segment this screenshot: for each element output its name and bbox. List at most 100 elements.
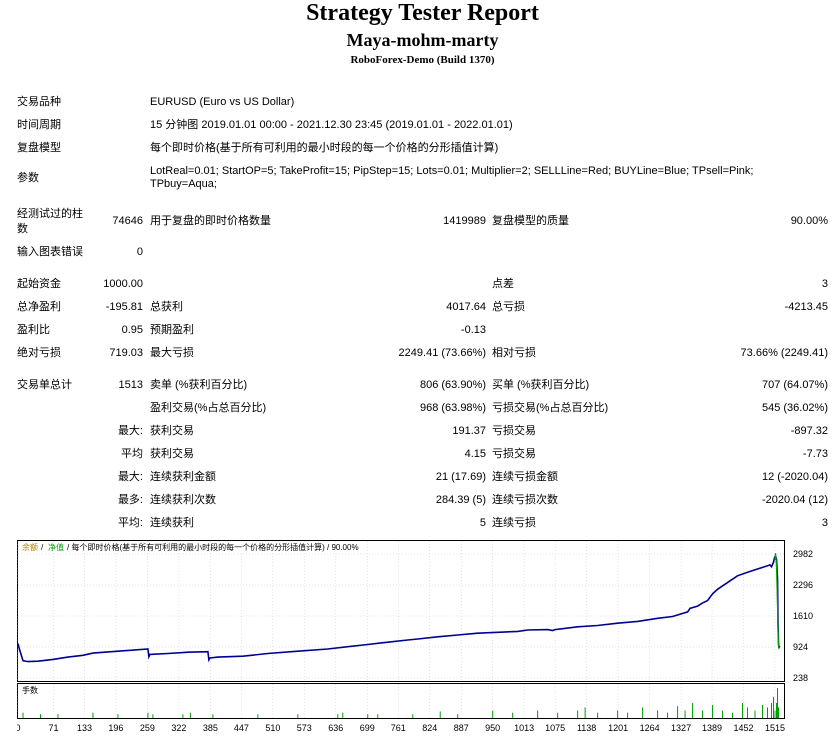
average-label: 平均 <box>121 448 143 460</box>
legend-description: / 每个即时价格(基于所有可利用的最小时段的每一个价格的分形插值计算) / 90… <box>67 542 359 552</box>
long-positions-value: 707 (64.07%) <box>761 379 828 391</box>
average-profit-label: 获利交易 <box>150 448 194 460</box>
model-label: 复盘模型 <box>17 142 61 154</box>
avg-label: 平均: <box>117 517 143 529</box>
largest-loss-value: -897.32 <box>790 425 828 437</box>
y-tick-label: 924 <box>793 642 808 652</box>
bars-label-2: 数 <box>17 223 28 235</box>
balance-chart-svg: 余额 / 净值 / 每个即时价格(基于所有可利用的最小时段的每一个价格的分形插值… <box>15 540 813 733</box>
loss-trades-value: 545 (36.02%) <box>761 402 828 414</box>
x-tick-label: 259 <box>140 723 155 733</box>
x-tick-label: 1515 <box>765 723 785 733</box>
x-tick-label: 950 <box>485 723 500 733</box>
quality-value: 90.00% <box>790 215 828 227</box>
balance-line <box>17 553 781 663</box>
x-tick-label: 1327 <box>671 723 691 733</box>
avg-consec-wins-label: 连续获利 <box>150 517 194 529</box>
gross-profit-label: 总获利 <box>150 301 183 313</box>
rel-drawdown-value: 73.66% (2249.41) <box>740 347 828 359</box>
abs-drawdown-value: 719.03 <box>109 347 143 359</box>
max-consec-losses-value: 12 (-2020.04) <box>761 471 828 483</box>
expert-name: Maya-mohm-marty <box>346 30 499 50</box>
x-tick-label: 71 <box>48 723 58 733</box>
net-profit-label: 总净盈利 <box>17 301 61 313</box>
x-tick-label: 1013 <box>514 723 534 733</box>
largest-profit-value: 191.37 <box>452 425 486 437</box>
bars-value: 74646 <box>112 215 143 227</box>
equity-line <box>774 553 781 650</box>
balance-chart: 余额 / 净值 / 每个即时价格(基于所有可利用的最小时段的每一个价格的分形插值… <box>15 540 827 736</box>
bars-label-1: 经测试过的柱 <box>17 208 83 220</box>
volume-plot-frame <box>17 683 785 719</box>
x-tick-label: 510 <box>265 723 280 733</box>
x-tick-label: 196 <box>108 723 123 733</box>
params-line-1: LotReal=0.01; StartOP=5; TakeProfit=15; … <box>150 165 754 177</box>
y-tick-labels: 2982 2296 1610 924 238 <box>793 549 813 683</box>
y-tick-label: 2296 <box>793 580 813 590</box>
profit-trades-value: 968 (63.98%) <box>419 402 486 414</box>
initial-deposit-value: 1000.00 <box>103 278 143 290</box>
profit-trades-label: 盈利交易(%占总百分比) <box>150 402 267 414</box>
x-tick-label: 0 <box>17 723 21 733</box>
x-tick-labels: 0 71 133 196 259 322 385 447 510 573 636 699 761 824 8… <box>15 723 785 733</box>
y-tick-label: 2982 <box>793 549 813 559</box>
spread-value: 3 <box>821 278 828 290</box>
errors-label: 输入图表错误 <box>17 246 83 258</box>
period-value: 15 分钟图 2019.01.01 00:00 - 2021.12.30 23:… <box>150 119 513 131</box>
gross-loss-value: -4213.45 <box>784 301 828 313</box>
x-tick-label: 761 <box>391 723 406 733</box>
report-title: Strategy Tester Report <box>306 0 539 26</box>
x-tick-label: 133 <box>77 723 92 733</box>
net-profit-value: -195.81 <box>105 301 143 313</box>
maximal-consec-profit-value: 284.39 (5) <box>435 494 486 506</box>
expected-payoff-label: 预期盈利 <box>150 324 194 336</box>
x-tick-label: 447 <box>234 723 249 733</box>
symbol-label: 交易品种 <box>17 96 61 108</box>
max-consec-wins-label: 连续获利金额 <box>150 471 216 483</box>
x-tick-label: 699 <box>360 723 375 733</box>
expected-payoff-value: -0.13 <box>460 324 486 336</box>
x-tick-label: 824 <box>422 723 437 733</box>
initial-deposit-label: 起始资金 <box>17 278 61 290</box>
maximal-consec-loss-label: 连续亏损次数 <box>492 494 558 506</box>
profit-factor-label: 盈利比 <box>17 324 50 336</box>
params-line-2: TPbuy=Aqua; <box>150 178 217 190</box>
x-tick-label: 322 <box>171 723 186 733</box>
largest-loss-label: 亏损交易 <box>492 425 536 437</box>
ticks-label: 用于复盘的即时价格数量 <box>150 215 271 227</box>
ticks-value: 1419989 <box>443 215 486 227</box>
x-tick-label: 1138 <box>577 723 596 733</box>
spread-label: 点差 <box>492 278 514 290</box>
legend-balance: 余额 <box>22 542 38 552</box>
rel-drawdown-label: 相对亏损 <box>492 347 536 359</box>
largest-profit-label: 获利交易 <box>150 425 194 437</box>
legend-equity: 净值 <box>48 542 64 552</box>
series-lines <box>17 553 781 663</box>
loss-trades-label: 亏损交易(%占总百分比) <box>492 402 609 414</box>
volume-bars <box>22 688 780 718</box>
maximal-consec-loss-value: -2020.04 (12) <box>761 494 828 506</box>
short-positions-label: 卖单 (%获利百分比) <box>150 379 248 391</box>
grid <box>17 541 784 718</box>
largest-label: 最大: <box>117 425 143 437</box>
server-name: RoboForex-Demo (Build 1370) <box>350 54 495 66</box>
average-profit-value: 4.15 <box>464 448 486 460</box>
main-plot-frame <box>17 540 785 682</box>
errors-value: 0 <box>136 246 143 258</box>
x-tick-label: 1201 <box>608 723 628 733</box>
avg-consec-wins-value: 5 <box>479 517 486 529</box>
total-trades-value: 1513 <box>118 379 143 391</box>
y-tick-label: 1610 <box>793 611 813 621</box>
period-label: 时间周期 <box>17 119 61 131</box>
avg-consec-losses-label: 连续亏损 <box>492 517 536 529</box>
legend-sep: / <box>41 543 44 552</box>
profit-factor-value: 0.95 <box>121 324 143 336</box>
abs-drawdown-label: 绝对亏损 <box>17 347 61 359</box>
max-drawdown-label: 最大亏损 <box>150 347 194 359</box>
short-positions-value: 806 (63.90%) <box>419 379 486 391</box>
symbol-value: EURUSD (Euro vs US Dollar) <box>150 96 295 108</box>
average-loss-label: 亏损交易 <box>492 448 536 460</box>
gross-loss-label: 总亏损 <box>492 301 525 313</box>
x-tick-label: 1264 <box>640 723 660 733</box>
total-trades-label: 交易单总计 <box>17 379 72 391</box>
